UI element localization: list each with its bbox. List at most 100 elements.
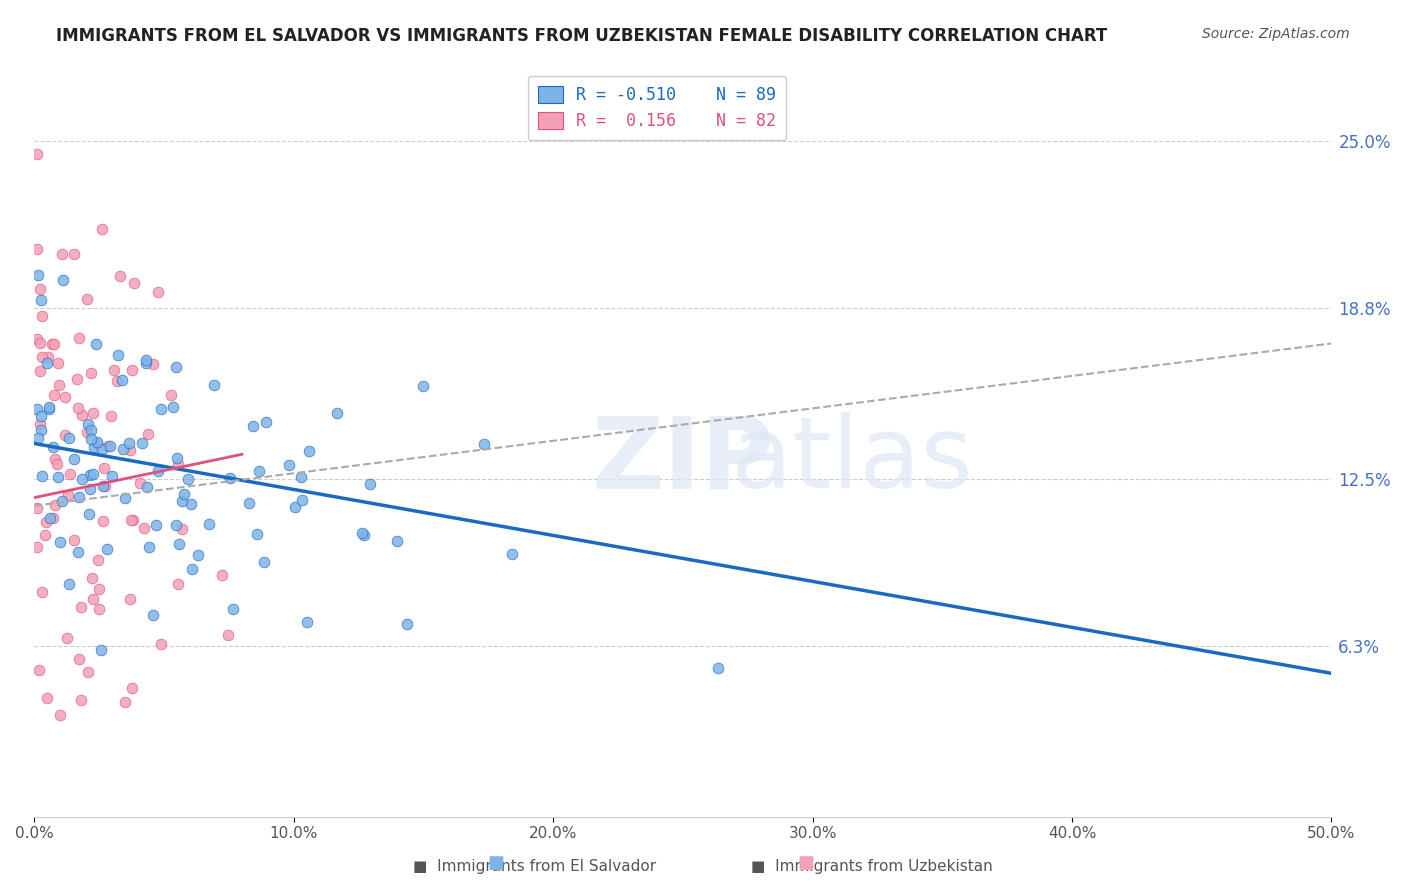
Immigrants from El Salvador xyxy=(38,401,60,415)
Immigrants from Uzbekistan xyxy=(31,310,53,324)
Immigrants from Uzbekistan xyxy=(31,585,53,599)
Immigrants from El Salvador xyxy=(46,470,69,484)
Immigrants from El Salvador xyxy=(30,424,52,438)
Immigrants from El Salvador xyxy=(98,439,121,453)
Immigrants from El Salvador xyxy=(111,373,134,387)
Immigrants from El Salvador xyxy=(58,431,80,445)
Immigrants from El Salvador xyxy=(49,535,72,549)
Immigrants from El Salvador xyxy=(51,494,73,508)
Immigrants from El Salvador xyxy=(79,468,101,483)
Immigrants from El Salvador xyxy=(91,479,114,493)
Immigrants from El Salvador xyxy=(176,472,198,486)
Immigrants from Uzbekistan xyxy=(80,571,103,585)
Immigrants from El Salvador xyxy=(101,468,124,483)
Immigrants from El Salvador xyxy=(107,349,129,363)
Immigrants from El Salvador xyxy=(412,379,434,393)
Immigrants from El Salvador xyxy=(27,268,49,282)
Immigrants from Uzbekistan xyxy=(82,406,104,420)
Immigrants from Uzbekistan xyxy=(82,592,104,607)
Immigrants from El Salvador xyxy=(70,472,93,486)
Immigrants from Uzbekistan xyxy=(53,391,76,405)
Immigrants from Uzbekistan xyxy=(70,409,93,423)
Immigrants from El Salvador xyxy=(166,451,188,466)
Immigrants from Uzbekistan xyxy=(146,285,169,300)
Immigrants from Uzbekistan xyxy=(87,553,110,567)
Immigrants from Uzbekistan xyxy=(28,363,51,377)
Immigrants from Uzbekistan xyxy=(56,632,79,646)
Text: ZIP: ZIP xyxy=(592,412,775,509)
Immigrants from El Salvador xyxy=(146,464,169,478)
Immigrants from El Salvador xyxy=(247,464,270,478)
Immigrants from Uzbekistan xyxy=(28,282,51,296)
Immigrants from Uzbekistan xyxy=(103,362,125,376)
Immigrants from Uzbekistan xyxy=(67,331,90,345)
Immigrants from El Salvador xyxy=(472,436,495,450)
Immigrants from Uzbekistan xyxy=(90,221,112,235)
Immigrants from Uzbekistan xyxy=(34,528,56,542)
Immigrants from El Salvador xyxy=(96,542,118,557)
Immigrants from El Salvador xyxy=(165,360,187,375)
Immigrants from Uzbekistan xyxy=(120,513,142,527)
Legend: R = -0.510    N = 89, R =  0.156    N = 82: R = -0.510 N = 89, R = 0.156 N = 82 xyxy=(527,76,786,140)
Immigrants from Uzbekistan xyxy=(53,428,76,442)
Immigrants from Uzbekistan xyxy=(67,401,90,415)
Immigrants from El Salvador xyxy=(135,356,157,370)
Immigrants from Uzbekistan xyxy=(37,350,59,364)
Immigrants from Uzbekistan xyxy=(31,350,53,364)
Immigrants from Uzbekistan xyxy=(124,277,146,291)
Immigrants from El Salvador xyxy=(79,483,101,497)
Immigrants from Uzbekistan xyxy=(87,602,110,616)
Immigrants from Uzbekistan xyxy=(211,568,233,582)
Immigrants from Uzbekistan xyxy=(48,378,70,392)
Immigrants from El Salvador xyxy=(30,293,52,307)
Immigrants from Uzbekistan xyxy=(217,628,239,642)
Immigrants from Uzbekistan xyxy=(167,576,190,591)
Immigrants from El Salvador xyxy=(295,615,318,629)
Immigrants from Uzbekistan xyxy=(25,540,48,554)
Immigrants from El Salvador xyxy=(25,402,48,417)
Immigrants from El Salvador xyxy=(77,417,100,431)
Immigrants from Uzbekistan xyxy=(42,510,65,524)
Immigrants from Uzbekistan xyxy=(94,478,117,492)
Immigrants from Uzbekistan xyxy=(69,693,91,707)
Immigrants from El Salvador xyxy=(284,500,307,515)
Immigrants from Uzbekistan xyxy=(87,582,110,596)
Immigrants from El Salvador xyxy=(90,643,112,657)
Immigrants from El Salvador xyxy=(84,337,107,351)
Immigrants from Uzbekistan xyxy=(76,665,98,680)
Immigrants from Uzbekistan xyxy=(91,514,114,528)
Immigrants from Uzbekistan xyxy=(37,691,59,706)
Immigrants from El Salvador xyxy=(707,661,730,675)
Text: Source: ZipAtlas.com: Source: ZipAtlas.com xyxy=(1202,27,1350,41)
Immigrants from Uzbekistan xyxy=(149,636,172,650)
Immigrants from Uzbekistan xyxy=(142,357,165,371)
Immigrants from El Salvador xyxy=(173,486,195,500)
Immigrants from El Salvador xyxy=(242,418,264,433)
Immigrants from El Salvador xyxy=(142,607,165,622)
Immigrants from Uzbekistan xyxy=(69,652,91,666)
Immigrants from Uzbekistan xyxy=(86,435,108,450)
Immigrants from Uzbekistan xyxy=(25,332,48,346)
Immigrants from El Salvador xyxy=(387,533,409,548)
Immigrants from El Salvador xyxy=(238,496,260,510)
Immigrants from El Salvador xyxy=(501,547,523,561)
Immigrants from Uzbekistan xyxy=(70,600,93,615)
Immigrants from El Salvador xyxy=(254,415,277,429)
Immigrants from Uzbekistan xyxy=(118,592,141,607)
Immigrants from El Salvador xyxy=(170,493,193,508)
Immigrants from Uzbekistan xyxy=(63,246,86,260)
Immigrants from El Salvador xyxy=(162,401,184,415)
Immigrants from El Salvador xyxy=(30,409,52,424)
Immigrants from El Salvador xyxy=(353,528,375,542)
Immigrants from El Salvador xyxy=(298,444,321,458)
Immigrants from El Salvador xyxy=(80,423,103,437)
Immigrants from Uzbekistan xyxy=(172,522,194,536)
Immigrants from Uzbekistan xyxy=(129,476,152,491)
Immigrants from El Salvador xyxy=(350,526,373,541)
Immigrants from El Salvador xyxy=(83,440,105,454)
Immigrants from Uzbekistan xyxy=(25,147,48,161)
Immigrants from El Salvador xyxy=(90,442,112,457)
Immigrants from El Salvador xyxy=(253,555,276,569)
Immigrants from Uzbekistan xyxy=(58,487,80,501)
Text: atlas: atlas xyxy=(731,412,973,509)
